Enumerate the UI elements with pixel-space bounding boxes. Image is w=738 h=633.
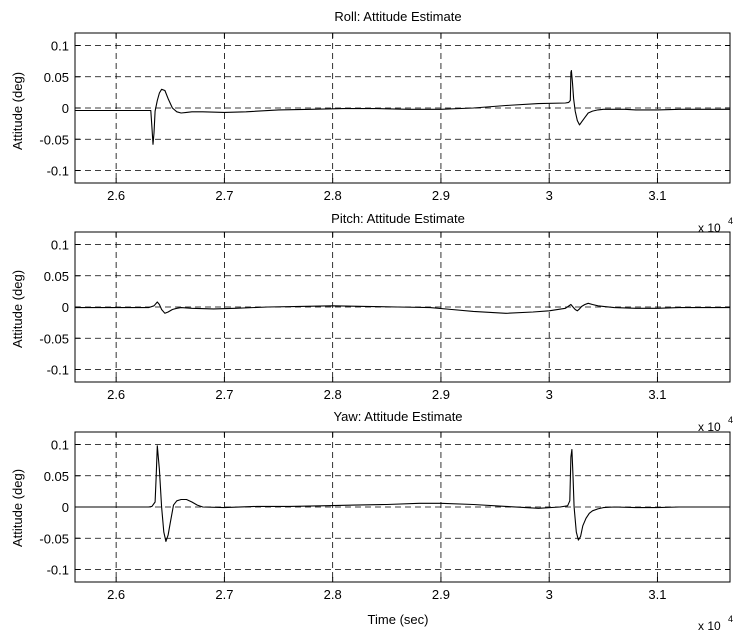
axis-ticks: 2.6 2.7 2.8 2.9 3 3.1 0.1 0.05 0 -0.05 -0.1 bbox=[39, 232, 730, 402]
plot-frame bbox=[74, 32, 731, 184]
series-line bbox=[75, 301, 730, 314]
x-tick-label: 2.6 bbox=[107, 387, 125, 402]
y-tick-label: -0.1 bbox=[47, 363, 69, 378]
y-tick-label: 0 bbox=[62, 500, 69, 515]
y-axis-label: Attitude (deg) bbox=[10, 270, 25, 348]
y-tick-label: 0.05 bbox=[44, 469, 69, 484]
x-tick-label: 3.1 bbox=[648, 587, 666, 602]
y-tick-label: 0 bbox=[62, 101, 69, 116]
y-tick-label: -0.05 bbox=[39, 331, 69, 346]
x-tick-label: 3 bbox=[546, 587, 553, 602]
x-tick-label: 2.9 bbox=[432, 387, 450, 402]
series-lines bbox=[75, 301, 730, 314]
x-tick-label: 3 bbox=[546, 188, 553, 203]
x-tick-label: 2.6 bbox=[107, 587, 125, 602]
y-axis-label: Attitude (deg) bbox=[10, 72, 25, 150]
plot-title: Pitch: Attitude Estimate bbox=[331, 211, 465, 226]
series-lines bbox=[75, 69, 730, 145]
y-tick-label: 0 bbox=[62, 300, 69, 315]
y-tick-label: 0.05 bbox=[44, 269, 69, 284]
y-tick-label: -0.05 bbox=[39, 132, 69, 147]
series-line bbox=[75, 445, 730, 542]
x-exponent-base: x 10 bbox=[698, 619, 721, 633]
plot-title: Roll: Attitude Estimate bbox=[334, 9, 461, 24]
pitch-subplot: Pitch: Attitude Estimate Attitude (deg) … bbox=[10, 211, 733, 402]
grid-lines bbox=[75, 33, 730, 183]
x-tick-label: 2.7 bbox=[215, 387, 233, 402]
x-tick-label: 2.7 bbox=[215, 188, 233, 203]
y-tick-label: 0.1 bbox=[51, 238, 69, 253]
x-exponent-base: x 10 bbox=[698, 221, 721, 235]
y-tick-label: 0.05 bbox=[44, 70, 69, 85]
x-tick-label: 2.9 bbox=[432, 587, 450, 602]
grid-lines bbox=[75, 232, 730, 382]
y-tick-label: -0.1 bbox=[47, 563, 69, 578]
series-line bbox=[75, 69, 730, 145]
yaw-subplot: Yaw: Attitude Estimate Attitude (deg) x … bbox=[10, 409, 733, 633]
x-tick-label: 2.8 bbox=[324, 188, 342, 203]
x-exponent-power: 4 bbox=[728, 614, 733, 624]
plot-title: Yaw: Attitude Estimate bbox=[333, 409, 462, 424]
y-tick-label: -0.05 bbox=[39, 531, 69, 546]
x-tick-label: 2.8 bbox=[324, 387, 342, 402]
axis-ticks: 2.6 2.7 2.8 2.9 3 3.1 0.1 0.05 0 -0.05 -0.1 bbox=[39, 33, 730, 203]
roll-subplot: Roll: Attitude Estimate Attitude (deg) 2… bbox=[10, 9, 731, 203]
series-lines bbox=[75, 445, 730, 542]
x-exponent-power: 4 bbox=[728, 216, 733, 226]
x-tick-label: 3 bbox=[546, 387, 553, 402]
y-tick-label: 0.1 bbox=[51, 39, 69, 54]
y-axis-label: Attitude (deg) bbox=[10, 469, 25, 547]
x-exponent-base: x 10 bbox=[698, 420, 721, 434]
x-tick-label: 2.7 bbox=[215, 587, 233, 602]
x-exponent-power: 4 bbox=[728, 415, 733, 425]
x-tick-label: 2.9 bbox=[432, 188, 450, 203]
y-tick-label: -0.1 bbox=[47, 164, 69, 179]
x-axis-label: Time (sec) bbox=[368, 612, 429, 627]
axis-ticks: 2.6 2.7 2.8 2.9 3 3.1 0.1 0.05 0 -0.05 -0.1 bbox=[39, 432, 730, 602]
x-tick-label: 3.1 bbox=[648, 188, 666, 203]
y-tick-label: 0.1 bbox=[51, 438, 69, 453]
x-tick-label: 3.1 bbox=[648, 387, 666, 402]
x-tick-label: 2.8 bbox=[324, 587, 342, 602]
x-tick-label: 2.6 bbox=[107, 188, 125, 203]
